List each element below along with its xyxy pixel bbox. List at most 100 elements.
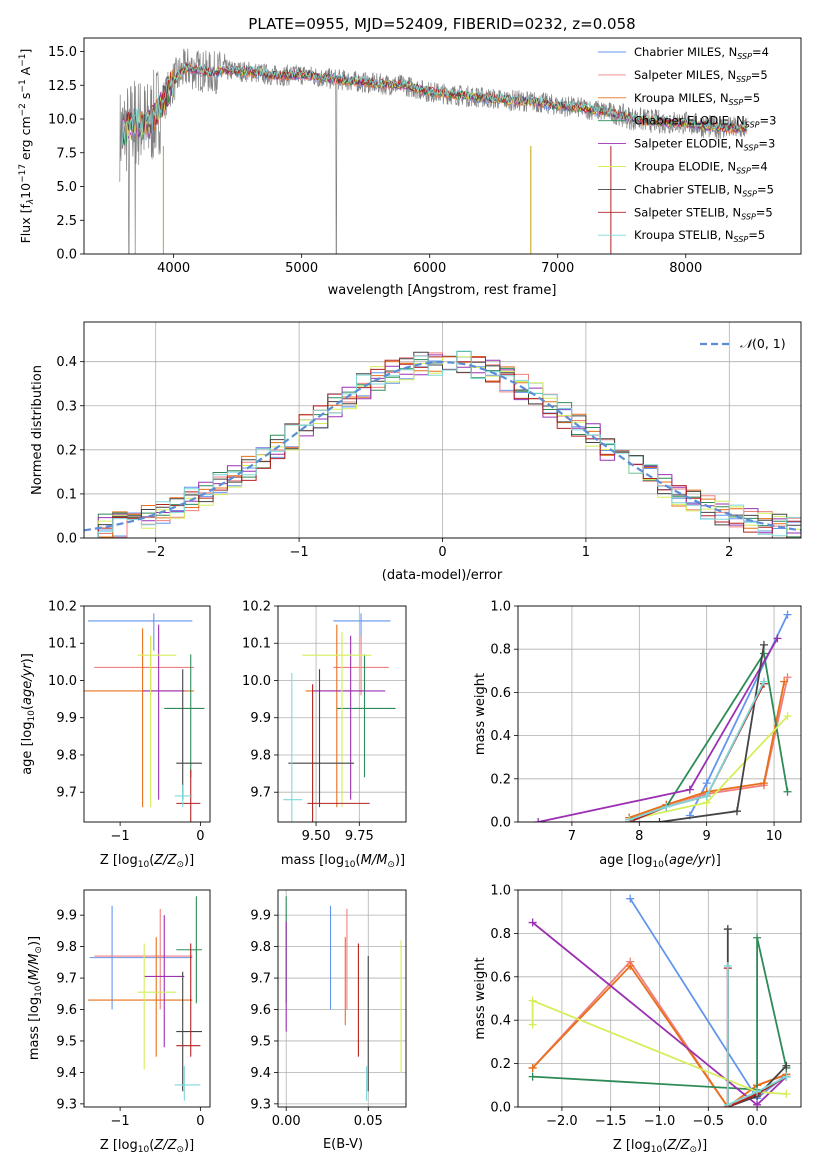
y-tick-label: 9.8 [56,748,77,763]
y-tick-label: 9.4 [250,1066,271,1081]
label-part: ( [149,1138,154,1153]
legend-entry-3: Kroupa MILES, NSSP=5 [634,91,760,107]
y-tick-label: 0.2 [490,1057,511,1072]
label-part: 10 [18,183,33,199]
weight-marker-6 [783,712,792,721]
x-tick-label: 1 [582,545,590,560]
legend-entry-8: Salpeter STELIB, NSSP=5 [634,205,773,221]
x-tick-label: 0.00 [272,1114,301,1129]
histogram-9 [84,350,801,538]
label-part: −17 [18,164,28,183]
axes-frame [277,889,407,1108]
x-tick-label: 0.05 [354,1114,383,1129]
y-axis-label: mass weight [473,673,488,755]
y-tick-label: 9.4 [56,1066,77,1081]
x-axis-label: E(B-V) [323,1137,363,1152]
label-part: )] [395,853,405,868]
weight-vs-age-panel: 7 8 9 10 0.0 0.2 0.4 0.6 0.8 1.0 mass weight age [l… [473,600,802,870]
y-tick-label: 9.7 [250,972,271,987]
weight-marker-4 [528,1072,537,1081]
x-tick-label: 5000 [285,261,318,276]
mass-vs-metallicity-panel: −1 09.39.49.59.69.79.89.9Z [log10(Z/Z⊙)]m… [27,889,211,1155]
legend-tail: =4 [752,45,769,59]
label-part: ( [149,853,154,868]
weight-line-7 [629,644,765,822]
y-tick-label: 9.8 [250,748,271,763]
label-part: age [log [20,722,35,775]
age-vs-metallicity-panel: −1 09.79.89.910.010.110.2Z [log10(Z/Z⊙)]a… [20,600,211,870]
label-part: ⊙ [176,860,184,870]
label-part: −1 [18,54,28,67]
legend-name: Chabrier STELIB, N [634,182,742,196]
x-axis-label: Z [log10(Z/Z⊙)] [613,1138,707,1155]
label-part: −2 [18,103,28,116]
label-part: −1 [18,79,28,92]
weight-marker-3 [780,677,789,686]
weight-line-4 [532,937,788,1091]
y-tick-label: 0.4 [56,355,77,370]
legend-tail: =4 [751,160,768,174]
legend-tail: =5 [743,91,760,105]
model-spectrum-9 [122,64,748,146]
x-tick-label: 8000 [669,261,702,276]
label-part: M/M [361,853,388,868]
y-tick-label: 9.5 [56,1034,77,1049]
legend-tail: =5 [757,182,774,196]
y-tick-label: 9.7 [56,972,77,987]
weight-marker-2 [783,673,792,682]
y-axis-label: age [log10(age/yr)] [20,653,37,775]
weight-line-6 [629,715,789,821]
y-tick-label: 0.1 [56,487,77,502]
legend-name: Kroupa STELIB, N [634,228,734,242]
weight-marker-6 [782,1089,791,1098]
y-tick-label: 9.9 [56,711,77,726]
x-tick-label: −1 [111,829,130,844]
x-tick-label: −2 [146,545,165,560]
x-tick-label: 4000 [157,261,190,276]
y-tick-label: 9.9 [250,711,271,726]
y-tick-label: 0.3 [56,399,77,414]
histogram-8 [84,356,801,538]
y-tick-label: 0.4 [490,729,511,744]
y-tick-label: 9.7 [56,786,77,801]
x-tick-label: −1.5 [595,1114,627,1129]
x-tick-label: 0 [196,829,204,844]
weight-marker-1 [702,779,711,788]
legend-sub: SSP [745,121,760,130]
weight-marker-5 [773,634,782,643]
legend-name: Salpeter MILES, N [634,68,736,82]
label-part: age/yr [20,662,35,705]
axes-frame [83,605,211,823]
y-tick-label: 0.4 [490,1014,511,1029]
x-axis-label: age [log10(age/yr)] [599,853,721,870]
weight-marker-9 [702,792,711,801]
y-tick-label: 9.9 [56,909,77,924]
legend-name: Salpeter STELIB, N [634,205,741,219]
weight-marker-5 [534,818,543,822]
weight-marker-1 [783,610,792,619]
legend-sub: SSP [737,52,752,61]
x-tick-label: 0 [196,1114,204,1129]
y-tick-label: 1.0 [490,600,511,615]
label-part: ⊙ [689,1145,697,1155]
legend-tail: =5 [748,228,765,242]
label-part: Z/Z [153,853,177,868]
label-part: 10 [27,710,37,722]
label-part: ( [664,853,669,868]
label-part: Z [log [613,1138,651,1153]
x-tick-label: 7 [568,829,576,844]
axes-frame [83,889,211,1108]
legend-tail: =3 [760,114,777,128]
y-tick-label: 2.5 [56,214,77,229]
legend-sub: SSP [729,98,744,107]
label-part: )] [697,1138,707,1153]
y-tick-label: 9.7 [250,786,271,801]
x-tick-label: −1 [111,1114,130,1129]
y-tick-label: 1.0 [490,884,511,899]
label-part: )] [184,1138,194,1153]
weight-line-6 [531,999,787,1095]
label-part: Z [log [100,853,138,868]
weight-marker-7 [732,807,741,816]
